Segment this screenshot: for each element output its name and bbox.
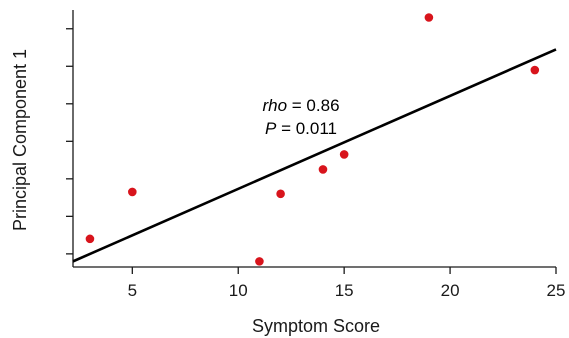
x-axis-title: Symptom Score bbox=[252, 316, 380, 336]
rho-annotation: rho = 0.86 bbox=[262, 96, 339, 115]
data-point bbox=[530, 65, 540, 75]
x-tick-label: 5 bbox=[128, 281, 137, 300]
data-point bbox=[85, 234, 95, 244]
data-point bbox=[339, 150, 349, 159]
y-axis-title: Principal Component 1 bbox=[10, 49, 30, 231]
regression-line bbox=[72, 48, 557, 263]
x-axis-ticks: 5 10 15 20 25 bbox=[128, 267, 566, 300]
regression-line-group bbox=[72, 48, 557, 263]
x-tick-label: 20 bbox=[441, 281, 460, 300]
data-point bbox=[424, 13, 434, 22]
rho-value: = 0.86 bbox=[292, 96, 340, 115]
y-axis-ticks bbox=[66, 28, 73, 255]
data-point bbox=[255, 257, 264, 266]
rho-label: rho bbox=[262, 96, 287, 115]
x-tick-label: 25 bbox=[547, 281, 566, 300]
x-tick-label: 15 bbox=[335, 281, 354, 300]
x-tick-label: 10 bbox=[229, 281, 248, 300]
data-point bbox=[276, 189, 285, 199]
data-point bbox=[318, 165, 328, 174]
p-label: P bbox=[265, 119, 277, 138]
p-value: = 0.011 bbox=[281, 119, 337, 138]
axes bbox=[72, 10, 556, 268]
data-point bbox=[128, 187, 137, 197]
data-points bbox=[85, 13, 540, 266]
p-annotation: P = 0.011 bbox=[265, 119, 337, 138]
